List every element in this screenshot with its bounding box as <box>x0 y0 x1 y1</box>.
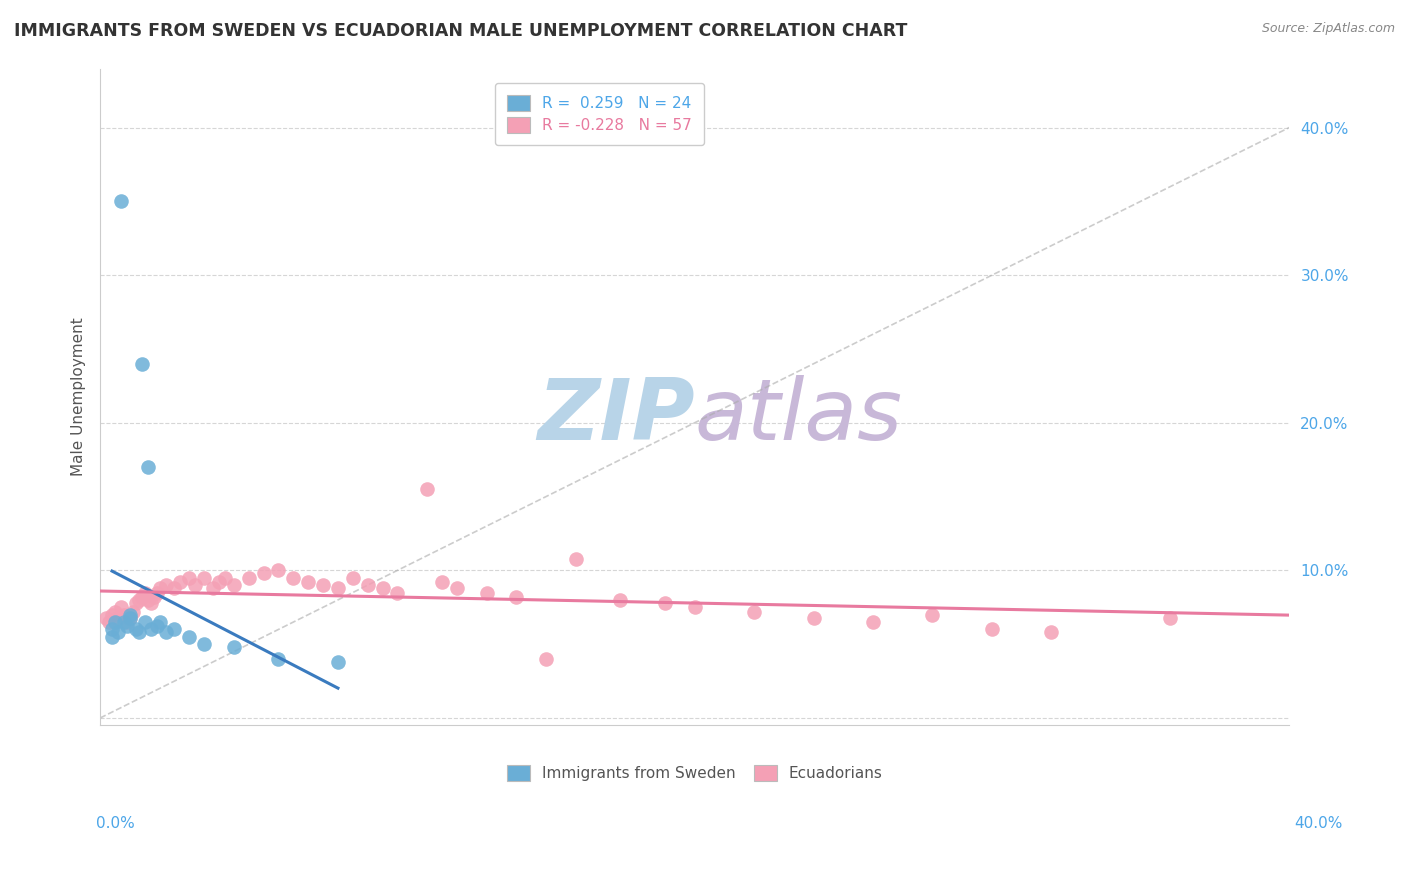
Point <box>163 581 186 595</box>
Point <box>125 596 148 610</box>
Point <box>253 566 276 581</box>
Point <box>193 637 215 651</box>
Point <box>134 615 156 629</box>
Point <box>115 615 138 629</box>
Point <box>136 460 159 475</box>
Point <box>125 623 148 637</box>
Point <box>136 593 159 607</box>
Point <box>104 615 127 629</box>
Point <box>505 590 527 604</box>
Point <box>193 571 215 585</box>
Y-axis label: Male Unemployment: Male Unemployment <box>72 318 86 476</box>
Point <box>297 575 319 590</box>
Point <box>342 571 364 585</box>
Point <box>112 607 135 622</box>
Text: 40.0%: 40.0% <box>1295 816 1343 831</box>
Point <box>683 600 706 615</box>
Legend: Immigrants from Sweden, Ecuadorians: Immigrants from Sweden, Ecuadorians <box>495 753 896 793</box>
Point <box>107 625 129 640</box>
Point <box>222 640 245 654</box>
Point <box>145 585 167 599</box>
Text: ZIP: ZIP <box>537 376 695 458</box>
Point <box>155 625 177 640</box>
Point <box>921 607 943 622</box>
Point <box>110 194 132 209</box>
Point <box>238 571 260 585</box>
Point <box>208 575 231 590</box>
Text: 0.0%: 0.0% <box>96 816 135 831</box>
Point <box>565 551 588 566</box>
Point <box>312 578 335 592</box>
Point <box>609 593 631 607</box>
Point <box>149 581 172 595</box>
Point <box>139 623 162 637</box>
Text: Source: ZipAtlas.com: Source: ZipAtlas.com <box>1261 22 1395 36</box>
Point <box>184 578 207 592</box>
Text: IMMIGRANTS FROM SWEDEN VS ECUADORIAN MALE UNEMPLOYMENT CORRELATION CHART: IMMIGRANTS FROM SWEDEN VS ECUADORIAN MAL… <box>14 22 907 40</box>
Point <box>149 615 172 629</box>
Point <box>1040 625 1063 640</box>
Point <box>155 578 177 592</box>
Text: atlas: atlas <box>695 376 903 458</box>
Point <box>98 615 121 629</box>
Point <box>416 482 439 496</box>
Point <box>115 619 138 633</box>
Point <box>357 578 380 592</box>
Point <box>981 623 1004 637</box>
Point <box>110 600 132 615</box>
Point <box>118 610 141 624</box>
Point <box>534 652 557 666</box>
Point <box>803 610 825 624</box>
Point <box>134 585 156 599</box>
Point <box>145 619 167 633</box>
Point <box>179 571 201 585</box>
Point <box>131 357 153 371</box>
Point <box>214 571 236 585</box>
Point <box>118 607 141 622</box>
Point <box>128 593 150 607</box>
Point <box>94 610 117 624</box>
Point <box>118 610 141 624</box>
Point <box>654 596 676 610</box>
Point <box>326 655 349 669</box>
Point <box>430 575 453 590</box>
Point <box>169 575 191 590</box>
Point <box>371 581 394 595</box>
Point <box>326 581 349 595</box>
Point <box>742 605 765 619</box>
Point <box>139 596 162 610</box>
Point <box>101 607 124 622</box>
Point <box>267 563 290 577</box>
Point <box>387 585 409 599</box>
Point <box>121 605 143 619</box>
Point <box>202 581 225 595</box>
Point <box>112 615 135 629</box>
Point <box>101 623 124 637</box>
Point <box>862 615 884 629</box>
Point <box>446 581 468 595</box>
Point <box>475 585 498 599</box>
Point <box>101 630 124 644</box>
Point <box>179 630 201 644</box>
Point <box>104 605 127 619</box>
Point <box>131 590 153 604</box>
Point <box>1159 610 1181 624</box>
Point <box>107 610 129 624</box>
Point <box>142 590 165 604</box>
Point <box>267 652 290 666</box>
Point <box>222 578 245 592</box>
Point <box>163 623 186 637</box>
Point <box>283 571 305 585</box>
Point <box>128 625 150 640</box>
